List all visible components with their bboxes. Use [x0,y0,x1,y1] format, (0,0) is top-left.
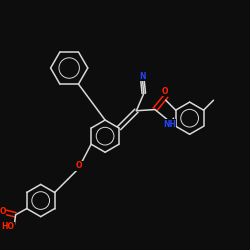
Text: O: O [76,162,82,170]
Text: NH: NH [163,120,176,129]
Text: HO: HO [2,222,15,231]
Text: O: O [0,206,6,216]
Text: O: O [162,87,168,96]
Text: N: N [139,72,146,81]
